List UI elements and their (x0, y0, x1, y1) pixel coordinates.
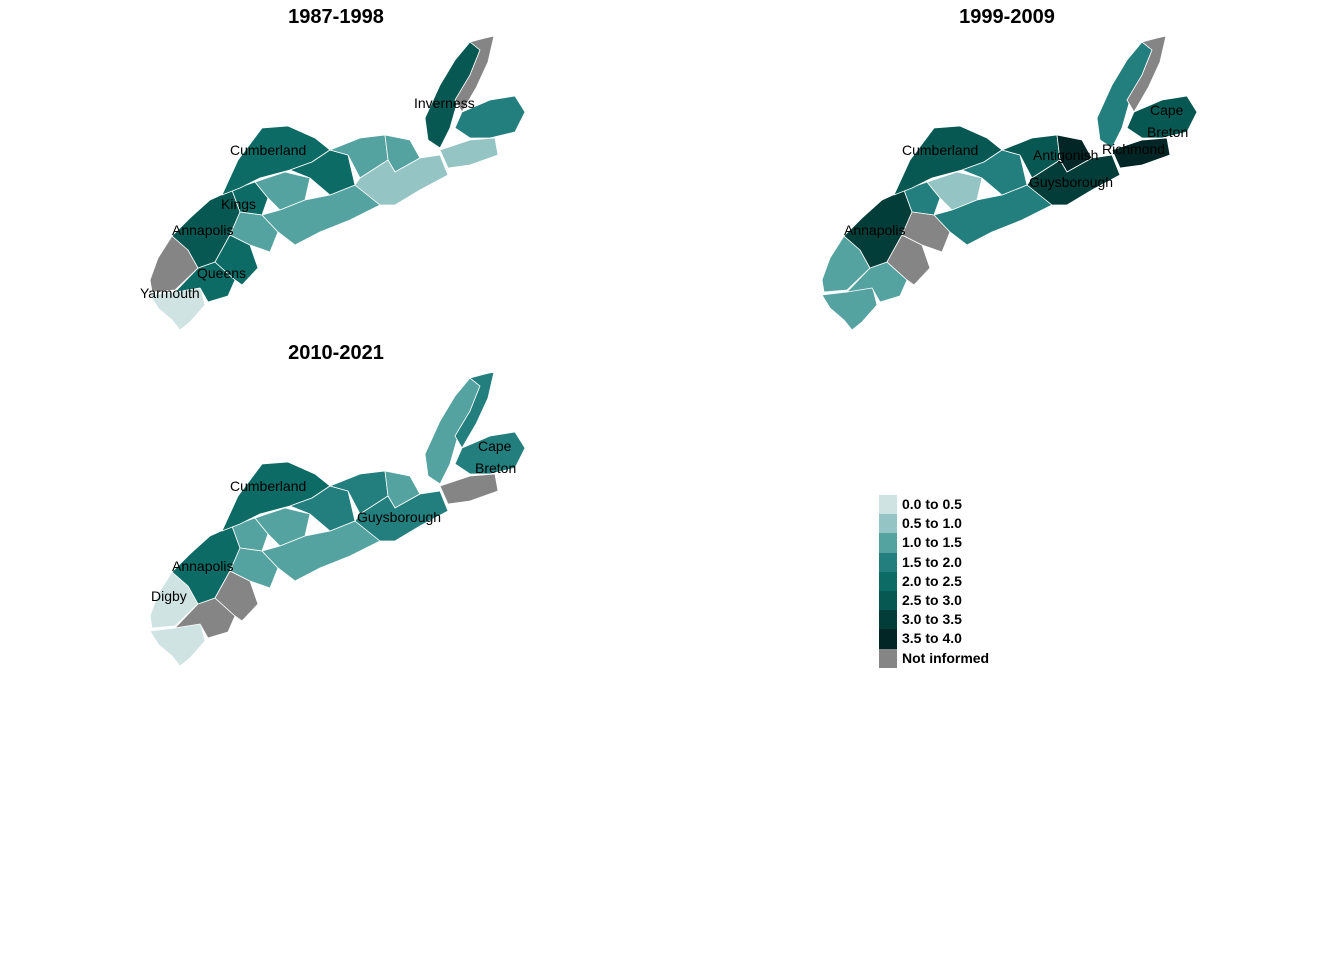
county-richmond (439, 473, 499, 505)
county-cape-breton (454, 431, 526, 475)
map-label: Breton (1147, 124, 1188, 140)
county-victoria (454, 371, 495, 449)
legend: 0.0 to 0.5 0.5 to 1.0 1.0 to 1.5 1.5 to … (879, 495, 989, 668)
legend-label: 1.5 to 2.0 (902, 553, 962, 570)
legend-label: 3.5 to 4.0 (902, 630, 962, 647)
map-label: Cape (1150, 102, 1184, 118)
legend-item: 2.0 to 2.5 (879, 571, 989, 591)
panel-title: 2010-2021 (288, 342, 384, 364)
county-kings (231, 181, 269, 216)
map-label: Richmond (1102, 141, 1165, 157)
legend-label: 2.5 to 3.0 (902, 592, 962, 609)
legend-item: 0.5 to 1.0 (879, 514, 989, 534)
legend-swatch (879, 629, 897, 649)
legend-swatch (879, 648, 897, 668)
map-label: Kings (221, 196, 256, 212)
legend-swatch (879, 571, 897, 591)
legend-label: 2.0 to 2.5 (902, 572, 962, 589)
county-richmond (1111, 137, 1171, 169)
county-richmond (439, 137, 499, 169)
legend-item: 1.5 to 2.0 (879, 552, 989, 572)
legend-swatch (879, 495, 897, 515)
map-label: Breton (475, 460, 516, 476)
map-label: Inverness (414, 95, 475, 111)
map-label: Annapolis (172, 222, 234, 238)
county-guysborough (1026, 154, 1121, 206)
legend-swatch (879, 610, 897, 630)
legend-swatch (879, 514, 897, 534)
county-colchester (961, 149, 1028, 196)
legend-item: 3.5 to 4.0 (879, 629, 989, 649)
county-victoria (1126, 35, 1167, 113)
nova-scotia-map: Cape Breton Cumberland Antigonish Richmo… (821, 35, 1198, 331)
county-guysborough (354, 154, 449, 206)
legend-item: Not informed (879, 648, 990, 668)
county-kings (903, 181, 941, 216)
legend-label: Not informed (902, 649, 990, 666)
nova-scotia-map: Inverness Cumberland Kings Annapolis Que… (140, 35, 526, 331)
legend-item: 1.0 to 1.5 (879, 533, 989, 553)
legend-label: 3.0 to 3.5 (902, 611, 962, 628)
legend-label: 0.5 to 1.0 (902, 515, 962, 532)
legend-swatch (879, 552, 897, 572)
map-label: Yarmouth (140, 285, 200, 301)
map-label: Queens (197, 265, 246, 281)
map-label: Annapolis (844, 222, 906, 238)
legend-item: 0.0 to 0.5 (879, 495, 989, 515)
map-label: Antigonish (1033, 147, 1098, 163)
county-cape-breton (454, 95, 526, 139)
legend-label: 1.0 to 1.5 (902, 534, 962, 551)
county-victoria (454, 35, 495, 113)
legend-item: 3.0 to 3.5 (879, 610, 989, 630)
county-kings (231, 517, 269, 552)
map-label: Cumberland (230, 142, 306, 158)
county-cape-breton (1126, 95, 1198, 139)
county-colchester (289, 149, 356, 196)
nova-scotia-map: Cape Breton Cumberland Guysborough Annap… (149, 371, 526, 667)
legend-label: 0.0 to 0.5 (902, 496, 962, 513)
panel-title: 1987-1998 (288, 6, 384, 28)
map-label: Annapolis (172, 558, 234, 574)
map-label: Cumberland (230, 478, 306, 494)
map-label: Cumberland (902, 142, 978, 158)
legend-swatch (879, 590, 897, 611)
map-label: Guysborough (1029, 174, 1113, 190)
county-colchester (289, 485, 356, 532)
map-label: Digby (151, 588, 187, 604)
county-guysborough (354, 490, 449, 542)
map-label: Cape (478, 438, 512, 454)
legend-item: 2.5 to 3.0 (879, 590, 989, 611)
panel-title: 1999-2009 (959, 6, 1055, 28)
map-label: Guysborough (357, 509, 441, 525)
legend-swatch (879, 533, 897, 553)
